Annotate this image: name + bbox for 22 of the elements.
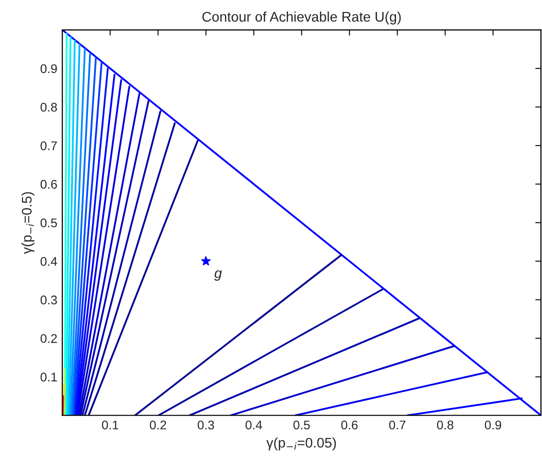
y-tick-label: 0.8: [40, 102, 57, 112]
y-tick-label: 0.5: [40, 218, 57, 228]
y-tick-label: 0.7: [40, 141, 57, 150]
x-tick-label: 0.5: [293, 420, 310, 430]
x-tick-label: 0.4: [246, 420, 262, 430]
x-axis-title: γ(p$_{−i}$=0.05): [266, 437, 336, 450]
y-tick-label: 0.2: [40, 334, 57, 343]
x-tick-label: 0.6: [341, 420, 358, 430]
y-tick-label: 0.4: [40, 256, 58, 266]
x-tick-label: 0.1: [102, 420, 118, 430]
y-tick-label: 0.6: [40, 180, 57, 189]
y-tick-label: 0.9: [40, 64, 57, 74]
chart-title: Contour of Achievable Rate U(g): [202, 12, 401, 24]
x-tick-label: 0.9: [484, 420, 502, 430]
annotation: g: [214, 270, 222, 281]
x-tick-label: 0.7: [389, 420, 406, 430]
y-tick-label: 0.1: [40, 372, 57, 382]
x-tick-label: 0.2: [150, 420, 166, 430]
x-tick-label: 0.8: [437, 420, 454, 430]
y-axis-title: γ(p$_{−i}$=0.5): [21, 192, 34, 254]
x-tick-label: 0.3: [198, 420, 214, 430]
y-tick-label: 0.3: [40, 296, 57, 304]
